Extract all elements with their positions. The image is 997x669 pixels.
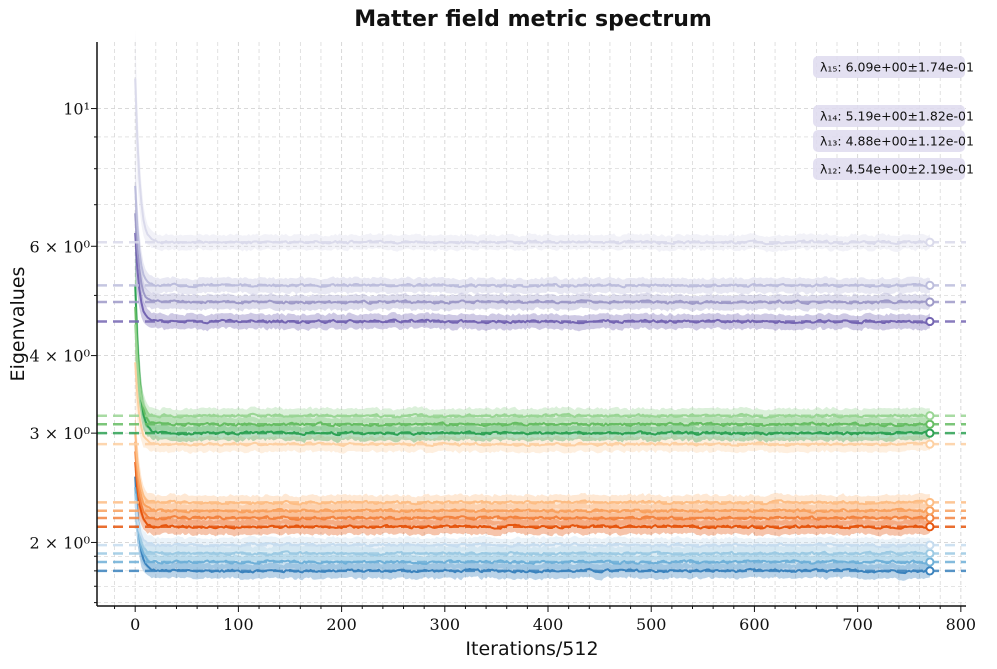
end-marker-λ8 xyxy=(925,439,935,449)
reference-lines xyxy=(97,241,966,573)
series-line-λ11 xyxy=(134,324,931,419)
end-marker-λ0 xyxy=(925,566,935,576)
x-tick-label: 100 xyxy=(223,615,254,634)
band-λ11 xyxy=(135,290,930,426)
y-tick-label: 6 × 10⁰ xyxy=(29,237,90,256)
x-tick-label: 800 xyxy=(946,615,977,634)
legend-item: λ₁₃: 4.88e+00±1.12e-01 xyxy=(813,130,974,152)
y-tick-label: 10¹ xyxy=(63,100,90,119)
legend-box xyxy=(813,105,965,127)
y-ticks: 2 × 10⁰ 3 × 10⁰ 4 × 10⁰ 6 × 10⁰ 10¹ xyxy=(29,100,97,604)
x-axis-label: Iterations/512 xyxy=(465,638,598,660)
band-λ0 xyxy=(135,442,930,581)
y-axis-label: Eigenvalues xyxy=(7,267,29,382)
end-marker-λ13 xyxy=(925,297,935,307)
band-λ13 xyxy=(135,179,930,312)
end-marker-λ1 xyxy=(925,557,935,567)
legend-item: λ₁₅: 6.09e+00±1.74e-01 xyxy=(813,56,974,78)
legend-box xyxy=(813,158,965,180)
end-marker-λ3 xyxy=(925,540,935,550)
legend-box xyxy=(813,56,965,78)
legend-label: λ₁₃: 4.88e+00±1.12e-01 xyxy=(820,134,974,149)
legend-label: λ₁₄: 5.19e+00±1.82e-01 xyxy=(820,109,974,124)
band-λ10 xyxy=(135,266,930,435)
series-line-λ1 xyxy=(134,487,931,566)
x-tick-label: 700 xyxy=(842,615,873,634)
end-marker-λ15 xyxy=(925,237,935,247)
band-λ8 xyxy=(135,330,930,454)
y-tick-label: 4 × 10⁰ xyxy=(29,347,90,366)
end-marker-λ2 xyxy=(925,548,935,559)
y-tick-label: 2 × 10⁰ xyxy=(29,533,90,552)
x-ticks: 0 100 200 300 400 500 600 700 800 xyxy=(114,606,977,634)
end-markers xyxy=(925,237,935,576)
x-tick-label: 500 xyxy=(636,615,667,634)
end-marker-λ6 xyxy=(925,506,935,516)
end-marker-λ9 xyxy=(925,428,935,438)
band-λ12 xyxy=(135,199,930,332)
end-marker-λ14 xyxy=(925,280,935,290)
series-bands xyxy=(135,29,930,581)
legend-item: λ₁₂: 4.54e+00±2.19e-01 xyxy=(813,158,974,180)
legend-item: λ₁₄: 5.19e+00±1.82e-01 xyxy=(813,105,974,127)
legend-box xyxy=(813,130,965,152)
end-marker-λ5 xyxy=(925,513,935,523)
end-marker-λ12 xyxy=(925,316,935,327)
band-λ3 xyxy=(135,477,930,556)
x-tick-label: 400 xyxy=(533,615,564,634)
band-λ14 xyxy=(135,149,930,296)
x-tick-label: 600 xyxy=(739,615,770,634)
band-λ15 xyxy=(135,29,930,253)
chart-title: Matter field metric spectrum xyxy=(354,7,712,32)
y-tick-label: 3 × 10⁰ xyxy=(29,424,90,443)
end-marker-λ10 xyxy=(925,419,935,429)
x-tick-label: 200 xyxy=(326,615,357,634)
series-line-λ15 xyxy=(134,78,931,246)
end-marker-λ4 xyxy=(925,522,935,532)
end-marker-λ7 xyxy=(925,497,935,508)
x-tick-label: 0 xyxy=(130,615,140,634)
x-tick-label: 300 xyxy=(430,615,461,634)
legend: λ₁₅: 6.09e+00±1.74e-01 λ₁₄: 5.19e+00±1.82… xyxy=(813,56,974,180)
legend-label: λ₁₅: 6.09e+00±1.74e-01 xyxy=(820,60,974,75)
end-marker-λ11 xyxy=(925,411,935,421)
axes xyxy=(96,42,966,607)
legend-label: λ₁₂: 4.54e+00±2.19e-01 xyxy=(820,162,974,177)
